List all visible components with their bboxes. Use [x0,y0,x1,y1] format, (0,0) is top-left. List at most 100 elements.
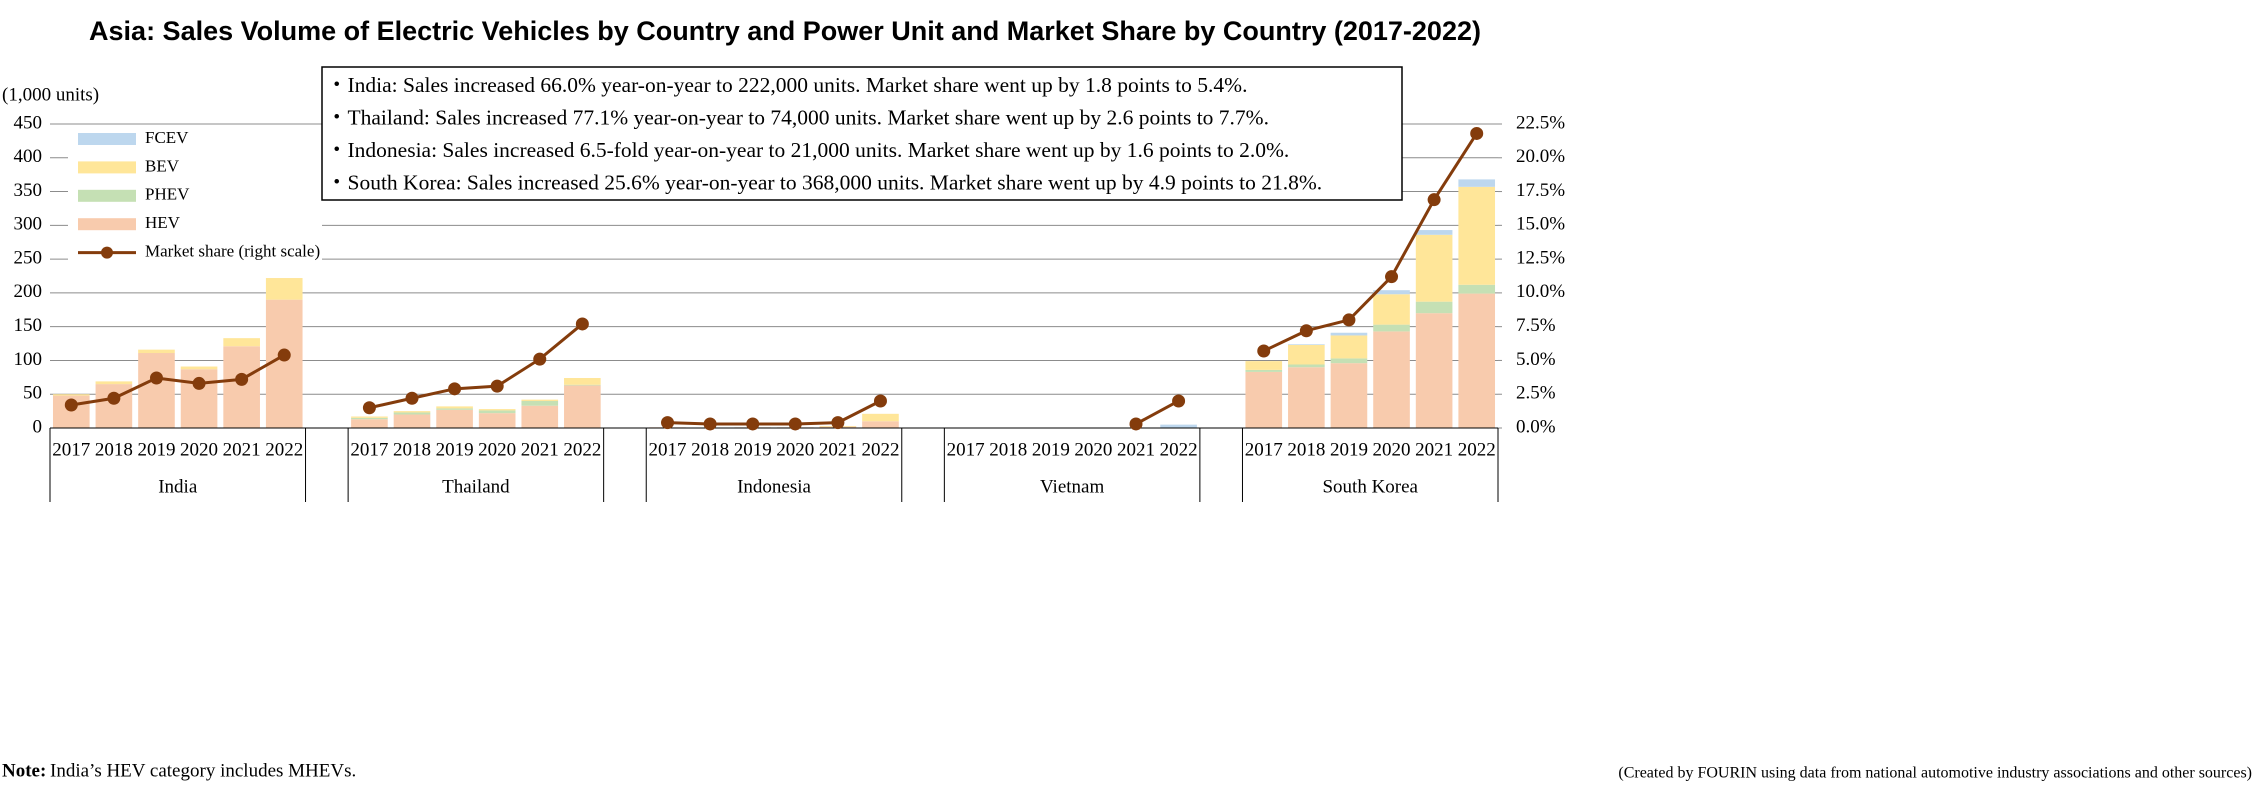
share-marker [831,416,845,430]
legend-swatch [78,189,136,202]
share-marker [1129,417,1143,431]
share-marker [1385,270,1399,284]
bar-segment [180,366,218,370]
y-tick-label: 0 [33,416,43,437]
y2-tick-label: 20.0% [1516,146,1565,167]
y2-tick-label: 5.0% [1516,349,1556,370]
y-tick-label: 150 [14,315,43,336]
legend-label: HEV [145,213,181,232]
bar-segment [436,406,473,409]
x-tick-label: 2019 [137,439,175,460]
y2-tick-label: 7.5% [1516,315,1556,336]
bar-segment [1330,358,1368,364]
bar-segment [478,409,516,411]
annotation: ・Thailand: Sales increased 77.1% year-on… [326,105,1269,129]
share-marker [405,391,419,405]
y2-tick-label: 15.0% [1516,214,1565,235]
bar-segment [1415,313,1453,428]
y2-tick-label: 2.5% [1516,383,1556,404]
x-tick-label: 2021 [1415,439,1453,460]
share-marker [192,376,206,390]
legend-swatch [78,133,136,145]
share-marker [873,394,887,408]
x-tick-label: 2021 [521,439,559,460]
bar-segment [862,421,899,428]
bar-segment [1373,324,1410,332]
bar-segment [52,394,90,396]
y-tick-label: 100 [14,349,43,370]
annotation: ・India: Sales increased 66.0% year-on-ye… [326,73,1247,97]
share-marker [362,401,376,415]
bar-segment [1373,294,1410,325]
group-label: Vietnam [1040,476,1105,497]
bar-segment [1330,363,1368,428]
x-tick-label: 2019 [734,439,772,460]
share-marker [746,417,760,431]
bar-segment [265,278,303,300]
bar-segment [1415,234,1453,302]
y2-tick-label: 12.5% [1516,247,1565,268]
share-marker [64,398,78,412]
source: (Created by FOURIN using data from natio… [1618,765,2252,782]
share-marker [490,379,504,393]
bar-segment [1415,230,1453,235]
legend-swatch [78,161,136,174]
y-tick-label: 450 [14,112,43,133]
bar-segment [1288,344,1325,345]
share-marker [661,416,675,430]
x-tick-label: 2018 [691,439,729,460]
note-label: Note: [2,760,46,781]
group-label: South Korea [1322,476,1418,497]
annotation: ・South Korea: Sales increased 25.6% year… [326,170,1322,194]
bar-segment [436,409,473,428]
share-marker [1342,313,1356,327]
share-marker [575,317,589,331]
share-marker [788,417,802,431]
x-tick-label: 2018 [393,439,431,460]
bar-segment [564,384,601,386]
bar-segment [478,410,516,414]
bar-segment [95,381,133,385]
x-tick-label: 2017 [52,439,90,460]
y-tick-label: 400 [14,146,43,167]
x-tick-label: 2020 [478,439,516,460]
bar-segment [521,399,559,401]
y-tick-label: 200 [14,281,43,302]
x-tick-label: 2022 [265,439,303,460]
x-tick-label: 2021 [223,439,261,460]
bar-segment [1245,369,1283,372]
bar-segment [1245,371,1283,428]
legend-label: PHEV [145,185,190,204]
x-tick-label: 2017 [350,439,388,460]
share-marker [1172,394,1186,408]
bar-segment [351,419,388,428]
x-tick-label: 2020 [1373,439,1411,460]
legend-label: Market share (right scale) [145,242,320,261]
annotation: ・Indonesia: Sales increased 6.5-fold yea… [326,138,1289,162]
x-tick-label: 2021 [819,439,857,460]
x-tick-label: 2021 [1117,439,1155,460]
chart-title: Asia: Sales Volume of Electric Vehicles … [89,16,1481,46]
bar-segment [393,412,431,415]
bar-segment [351,416,388,418]
bar-segment [436,408,473,410]
share-marker [1257,344,1271,358]
share-marker [1470,126,1484,140]
x-tick-label: 2017 [1245,439,1283,460]
share-marker [277,348,291,362]
bar-segment [1373,290,1410,295]
group-label: India [158,476,198,497]
share-marker [1299,324,1313,338]
share-marker [448,382,462,396]
legend-label: FCEV [145,128,189,147]
share-marker [235,372,249,386]
y-tick-label: 350 [14,180,43,201]
x-tick-label: 2019 [436,439,474,460]
share-marker [533,352,547,366]
bar-segment [138,349,175,354]
bar-segment [223,338,260,347]
legend-swatch [101,246,113,259]
x-tick-label: 2019 [1032,439,1070,460]
y-tick-label: 50 [23,383,42,404]
